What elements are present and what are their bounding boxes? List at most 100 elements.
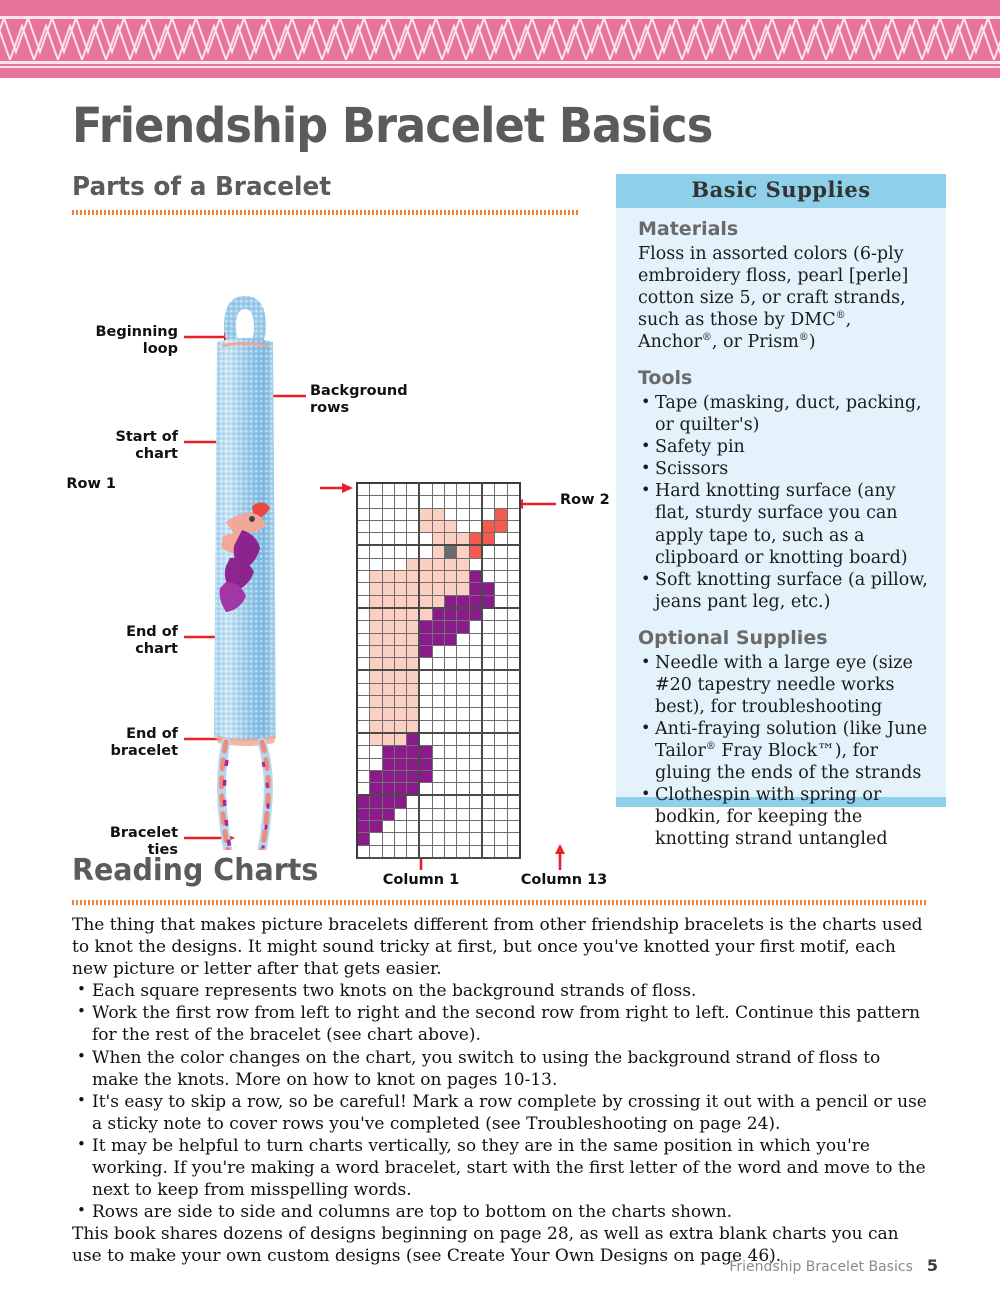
chart-cell <box>456 544 470 559</box>
list-item: Soft knotting surface (a pillow, jeans p… <box>641 569 930 613</box>
chart-cell <box>356 495 371 509</box>
chart-cell <box>494 732 508 747</box>
chart-cell <box>393 769 408 784</box>
chart-cell <box>444 719 458 734</box>
chart-cell <box>431 620 446 634</box>
chart-cell <box>468 607 483 622</box>
label-end-of-chart: End of chart <box>126 624 178 658</box>
chart-cell <box>494 820 508 834</box>
chart-cell <box>444 582 458 596</box>
chart-cell <box>444 745 458 759</box>
chart-cell <box>456 782 470 797</box>
chart-cell <box>369 482 383 497</box>
chart-cell <box>381 544 395 559</box>
chart-cell <box>444 620 458 634</box>
chart-cell <box>444 657 458 672</box>
chart-cell <box>393 495 408 509</box>
chart-cell <box>406 707 420 721</box>
chart-row <box>356 507 521 521</box>
chart-cell <box>506 844 521 859</box>
chart-cell <box>494 507 508 521</box>
chart-cell <box>444 707 458 721</box>
list-item: Safety pin <box>641 436 930 458</box>
reading-charts-body: The thing that makes picture bracelets d… <box>72 914 930 1268</box>
chart-cell <box>456 482 470 497</box>
chart-cell <box>381 707 395 721</box>
chart-row <box>356 769 521 784</box>
chart-cell <box>494 657 508 672</box>
chart-cell <box>468 582 483 596</box>
chart-cell <box>406 507 420 521</box>
chart-cell <box>468 519 483 534</box>
chart-cell <box>356 794 371 809</box>
chart-cell <box>506 519 521 534</box>
chart-cell <box>369 519 383 534</box>
chart-cell <box>506 782 521 797</box>
chart-cell <box>431 594 446 609</box>
chart-cell <box>468 844 483 859</box>
list-item: Hard knotting surface (any flat, sturdy … <box>641 480 930 568</box>
list-item: It may be helpful to turn charts vertica… <box>77 1135 930 1201</box>
chart-cell <box>418 682 433 697</box>
chart-cell <box>494 719 508 734</box>
chart-cell <box>468 544 483 559</box>
chart-cell <box>381 745 395 759</box>
chart-cell <box>494 844 508 859</box>
band-zigzag-pattern <box>0 18 1000 60</box>
chart-cell <box>456 807 470 822</box>
chart-cell <box>506 532 521 547</box>
page-content: Friendship Bracelet Basics Parts of a Br… <box>0 78 1000 1294</box>
reading-closing: This book shares dozens of designs begin… <box>72 1224 899 1267</box>
chart-cell <box>406 757 420 771</box>
chart-cell <box>480 495 496 509</box>
label-column-1: Column 1 <box>382 872 460 888</box>
chart-cell <box>381 620 395 634</box>
chart-cell <box>444 682 458 697</box>
chart-cell <box>494 695 508 709</box>
chart-cell <box>444 532 458 547</box>
chart-cell <box>431 682 446 697</box>
footer-text: Friendship Bracelet Basics <box>729 1259 913 1275</box>
chart-cell <box>431 570 446 584</box>
chart-cell <box>468 695 483 709</box>
chart-cell <box>356 482 371 497</box>
bracelet-diagram: Beginning loop Background rows Start of cha… <box>60 228 610 888</box>
chart-cell <box>456 682 470 697</box>
pattern-chart <box>356 482 521 859</box>
chart-cell <box>356 745 371 759</box>
list-item: Anti-fraying solution (like June Tailor®… <box>641 718 930 784</box>
chart-cell <box>418 745 433 759</box>
decorative-top-band <box>0 0 1000 78</box>
chart-cell <box>480 582 496 596</box>
chart-cell <box>393 607 408 622</box>
chart-row <box>356 745 521 759</box>
chart-cell <box>431 807 446 822</box>
chart-cell <box>356 695 371 709</box>
chart-cell <box>418 482 433 497</box>
chart-cell <box>431 732 446 747</box>
list-item: Needle with a large eye (size #20 tapest… <box>641 652 930 718</box>
label-end-of-bracelet: End of bracelet <box>110 726 178 760</box>
chart-cell <box>468 570 483 584</box>
label-column-13: Column 13 <box>520 872 608 888</box>
chart-cell <box>418 719 433 734</box>
chart-cell <box>480 719 496 734</box>
chart-cell <box>431 794 446 809</box>
chart-cell <box>393 507 408 521</box>
list-item: It's easy to skip a row, so be careful! … <box>77 1091 930 1135</box>
chart-cell <box>418 844 433 859</box>
list-item: Tape (masking, duct, packing, or quilter… <box>641 392 930 436</box>
chart-cell <box>418 620 433 634</box>
chart-cell <box>431 532 446 547</box>
chart-cell <box>468 719 483 734</box>
chart-cell <box>381 669 395 684</box>
chart-cell <box>431 745 446 759</box>
chart-cell <box>494 807 508 822</box>
chart-cell <box>356 519 371 534</box>
chart-cell <box>480 594 496 609</box>
chart-cell <box>468 682 483 697</box>
chart-cell <box>356 582 371 596</box>
chart-cell <box>444 519 458 534</box>
chart-cell <box>506 557 521 572</box>
chart-cell <box>431 707 446 721</box>
